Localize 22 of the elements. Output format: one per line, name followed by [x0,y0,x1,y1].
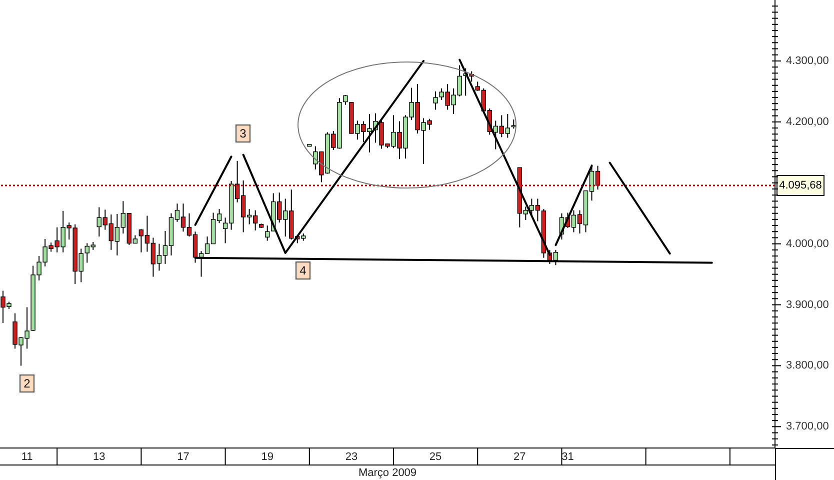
x-tick-label: 31 [562,451,574,463]
candlestick [264,225,270,242]
x-tick-label: 23 [345,451,358,463]
x-tick-label: 27 [514,451,526,463]
y-tick-label: 4.200,00 [786,116,829,128]
y-tick-label: 3.700,00 [786,420,829,433]
x-tick-label: 19 [261,451,274,463]
y-tick-label: 3.900,00 [786,298,829,311]
y-tick-label: 3.800,00 [786,360,829,372]
x-axis-title: Março 2009 [358,467,417,479]
annotation: 3 [240,126,247,140]
x-tick-label: 13 [93,451,106,463]
candlestick [343,94,348,106]
y-tick-label: 4.300,00 [786,54,829,67]
annotation: 4 [300,264,307,278]
x-tick-label: 17 [177,451,190,463]
ref-line-label: 4.095,68 [779,179,822,192]
y-tick-label: 4.000,00 [786,238,829,250]
x-tick-label: 25 [429,451,442,463]
x-tick-label: 11 [21,451,33,463]
candlestick [511,118,516,130]
annotation: 2 [24,376,31,390]
